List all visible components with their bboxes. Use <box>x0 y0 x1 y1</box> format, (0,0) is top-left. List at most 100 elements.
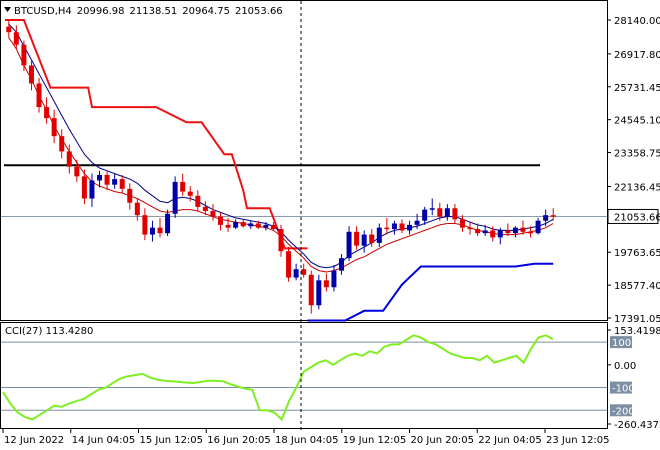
candle-body <box>467 227 473 230</box>
candle-body <box>301 269 307 275</box>
ohlc-close: 21053.66 <box>235 6 283 17</box>
cci-axis-label: 153.4198 <box>614 326 660 337</box>
candle-body <box>51 118 57 137</box>
candle-body <box>391 223 397 230</box>
candle-body <box>482 230 488 234</box>
candle-body <box>112 179 118 185</box>
candle-body <box>338 258 344 271</box>
candle-body <box>210 211 216 217</box>
cci-axis-label: -260.4372 <box>614 420 660 431</box>
current-price-label: 21053.66 <box>614 212 660 223</box>
candle-body <box>535 220 541 234</box>
candle-body <box>28 65 34 84</box>
candle-body <box>354 231 360 246</box>
cci-axis-label: 0.00 <box>614 361 636 372</box>
candle-body <box>331 270 337 288</box>
candle-body <box>233 222 239 228</box>
candle-body <box>316 280 322 306</box>
trailing-stop-blue-line <box>307 262 554 322</box>
candle-body <box>376 227 382 243</box>
candle-body <box>293 269 299 278</box>
candle-body <box>13 32 19 45</box>
time-axis-label: 18 Jun 04:05 <box>275 435 339 446</box>
ohlc-open: 20996.98 <box>77 6 125 17</box>
time-axis-label: 12 Jun 2022 <box>4 435 64 446</box>
price-axis-label: 26917.80 <box>614 50 660 61</box>
candle-body <box>369 234 375 243</box>
candle-body <box>437 208 443 217</box>
candle-body <box>74 166 80 177</box>
candle-body <box>384 227 390 230</box>
price-axis-label: 17391.05 <box>614 314 660 325</box>
time-axis-label: 14 Jun 04:05 <box>72 435 136 446</box>
time-axis-label: 22 Jun 04:05 <box>478 435 542 446</box>
candle-body <box>399 223 405 231</box>
cci-plot-layer <box>1 334 607 422</box>
ohlc-high: 21138.51 <box>130 6 178 17</box>
candle-body <box>505 230 511 234</box>
candle-body <box>180 181 186 192</box>
current-price-tag <box>607 208 659 224</box>
candle-body <box>520 227 526 232</box>
price-axis-label: 28140.00 <box>614 16 660 27</box>
candle-body <box>66 151 72 167</box>
main-plot-layer <box>1 19 607 322</box>
candle-body <box>490 230 496 238</box>
candle-body <box>195 195 201 207</box>
candle-body <box>528 231 534 234</box>
candle-body <box>429 208 435 210</box>
candle-body <box>422 209 428 221</box>
candle-body <box>44 107 50 119</box>
candle-body <box>459 219 465 228</box>
candle-body <box>81 176 87 199</box>
cci-line <box>2 334 554 422</box>
candle-body <box>550 215 556 217</box>
cci-label: CCI(27) 113.4280 <box>5 326 93 337</box>
cci-level-label: 100 <box>612 338 631 349</box>
candle-body <box>142 215 148 235</box>
cci-level-tag <box>610 336 632 349</box>
trailing-stop-red-line <box>5 19 308 250</box>
cci-level-label: -100 <box>612 384 635 395</box>
price-axis-label: 24545.10 <box>614 116 660 127</box>
price-axis-label: 23358.75 <box>614 149 660 160</box>
price-axis-label: 19763.65 <box>614 248 660 259</box>
candle-body <box>414 220 420 225</box>
ohlc-low: 20964.75 <box>182 6 230 17</box>
candle-body <box>475 229 481 234</box>
candle-body <box>21 44 27 66</box>
cci-level-label: -200 <box>612 406 635 417</box>
cci-level-tag <box>610 381 632 394</box>
candle-body <box>543 215 549 221</box>
candle-body <box>6 26 12 33</box>
candle-body <box>512 227 518 234</box>
candle-body <box>36 83 42 108</box>
candle-body <box>346 231 352 259</box>
candle-body <box>202 206 208 212</box>
candle-body <box>97 174 103 181</box>
time-axis-label: 20 Jun 20:05 <box>411 435 475 446</box>
axis-layer: 28140.00 26917.80 25731.45 24545.10 23358.75… <box>2 16 660 446</box>
price-axis-label: 25731.45 <box>614 83 660 94</box>
time-axis-label: 16 Jun 20:05 <box>207 435 271 446</box>
time-axis-label: 19 Jun 12:05 <box>343 435 407 446</box>
price-axis-label: 18577.40 <box>614 281 660 292</box>
cci-level-tag <box>610 404 632 417</box>
cci-panel[interactable] <box>0 322 608 429</box>
candle-body <box>218 216 224 225</box>
time-axis-label: 23 Jun 12:05 <box>546 435 610 446</box>
candle-body <box>104 174 110 185</box>
candle-body <box>187 191 193 196</box>
candle-body <box>225 224 231 228</box>
candle-body <box>149 227 155 235</box>
candle-body <box>119 179 125 189</box>
candle-body <box>255 223 261 228</box>
candle-body <box>263 224 269 228</box>
symbol-header: BTCUSD,H4 20996.98 21138.51 20964.75 21053.6… <box>14 6 283 17</box>
candle-body <box>308 274 314 306</box>
candle-body <box>361 234 367 246</box>
dropdown-triangle-icon[interactable] <box>4 7 11 12</box>
candle-body <box>59 136 65 152</box>
candle-body <box>270 224 276 230</box>
